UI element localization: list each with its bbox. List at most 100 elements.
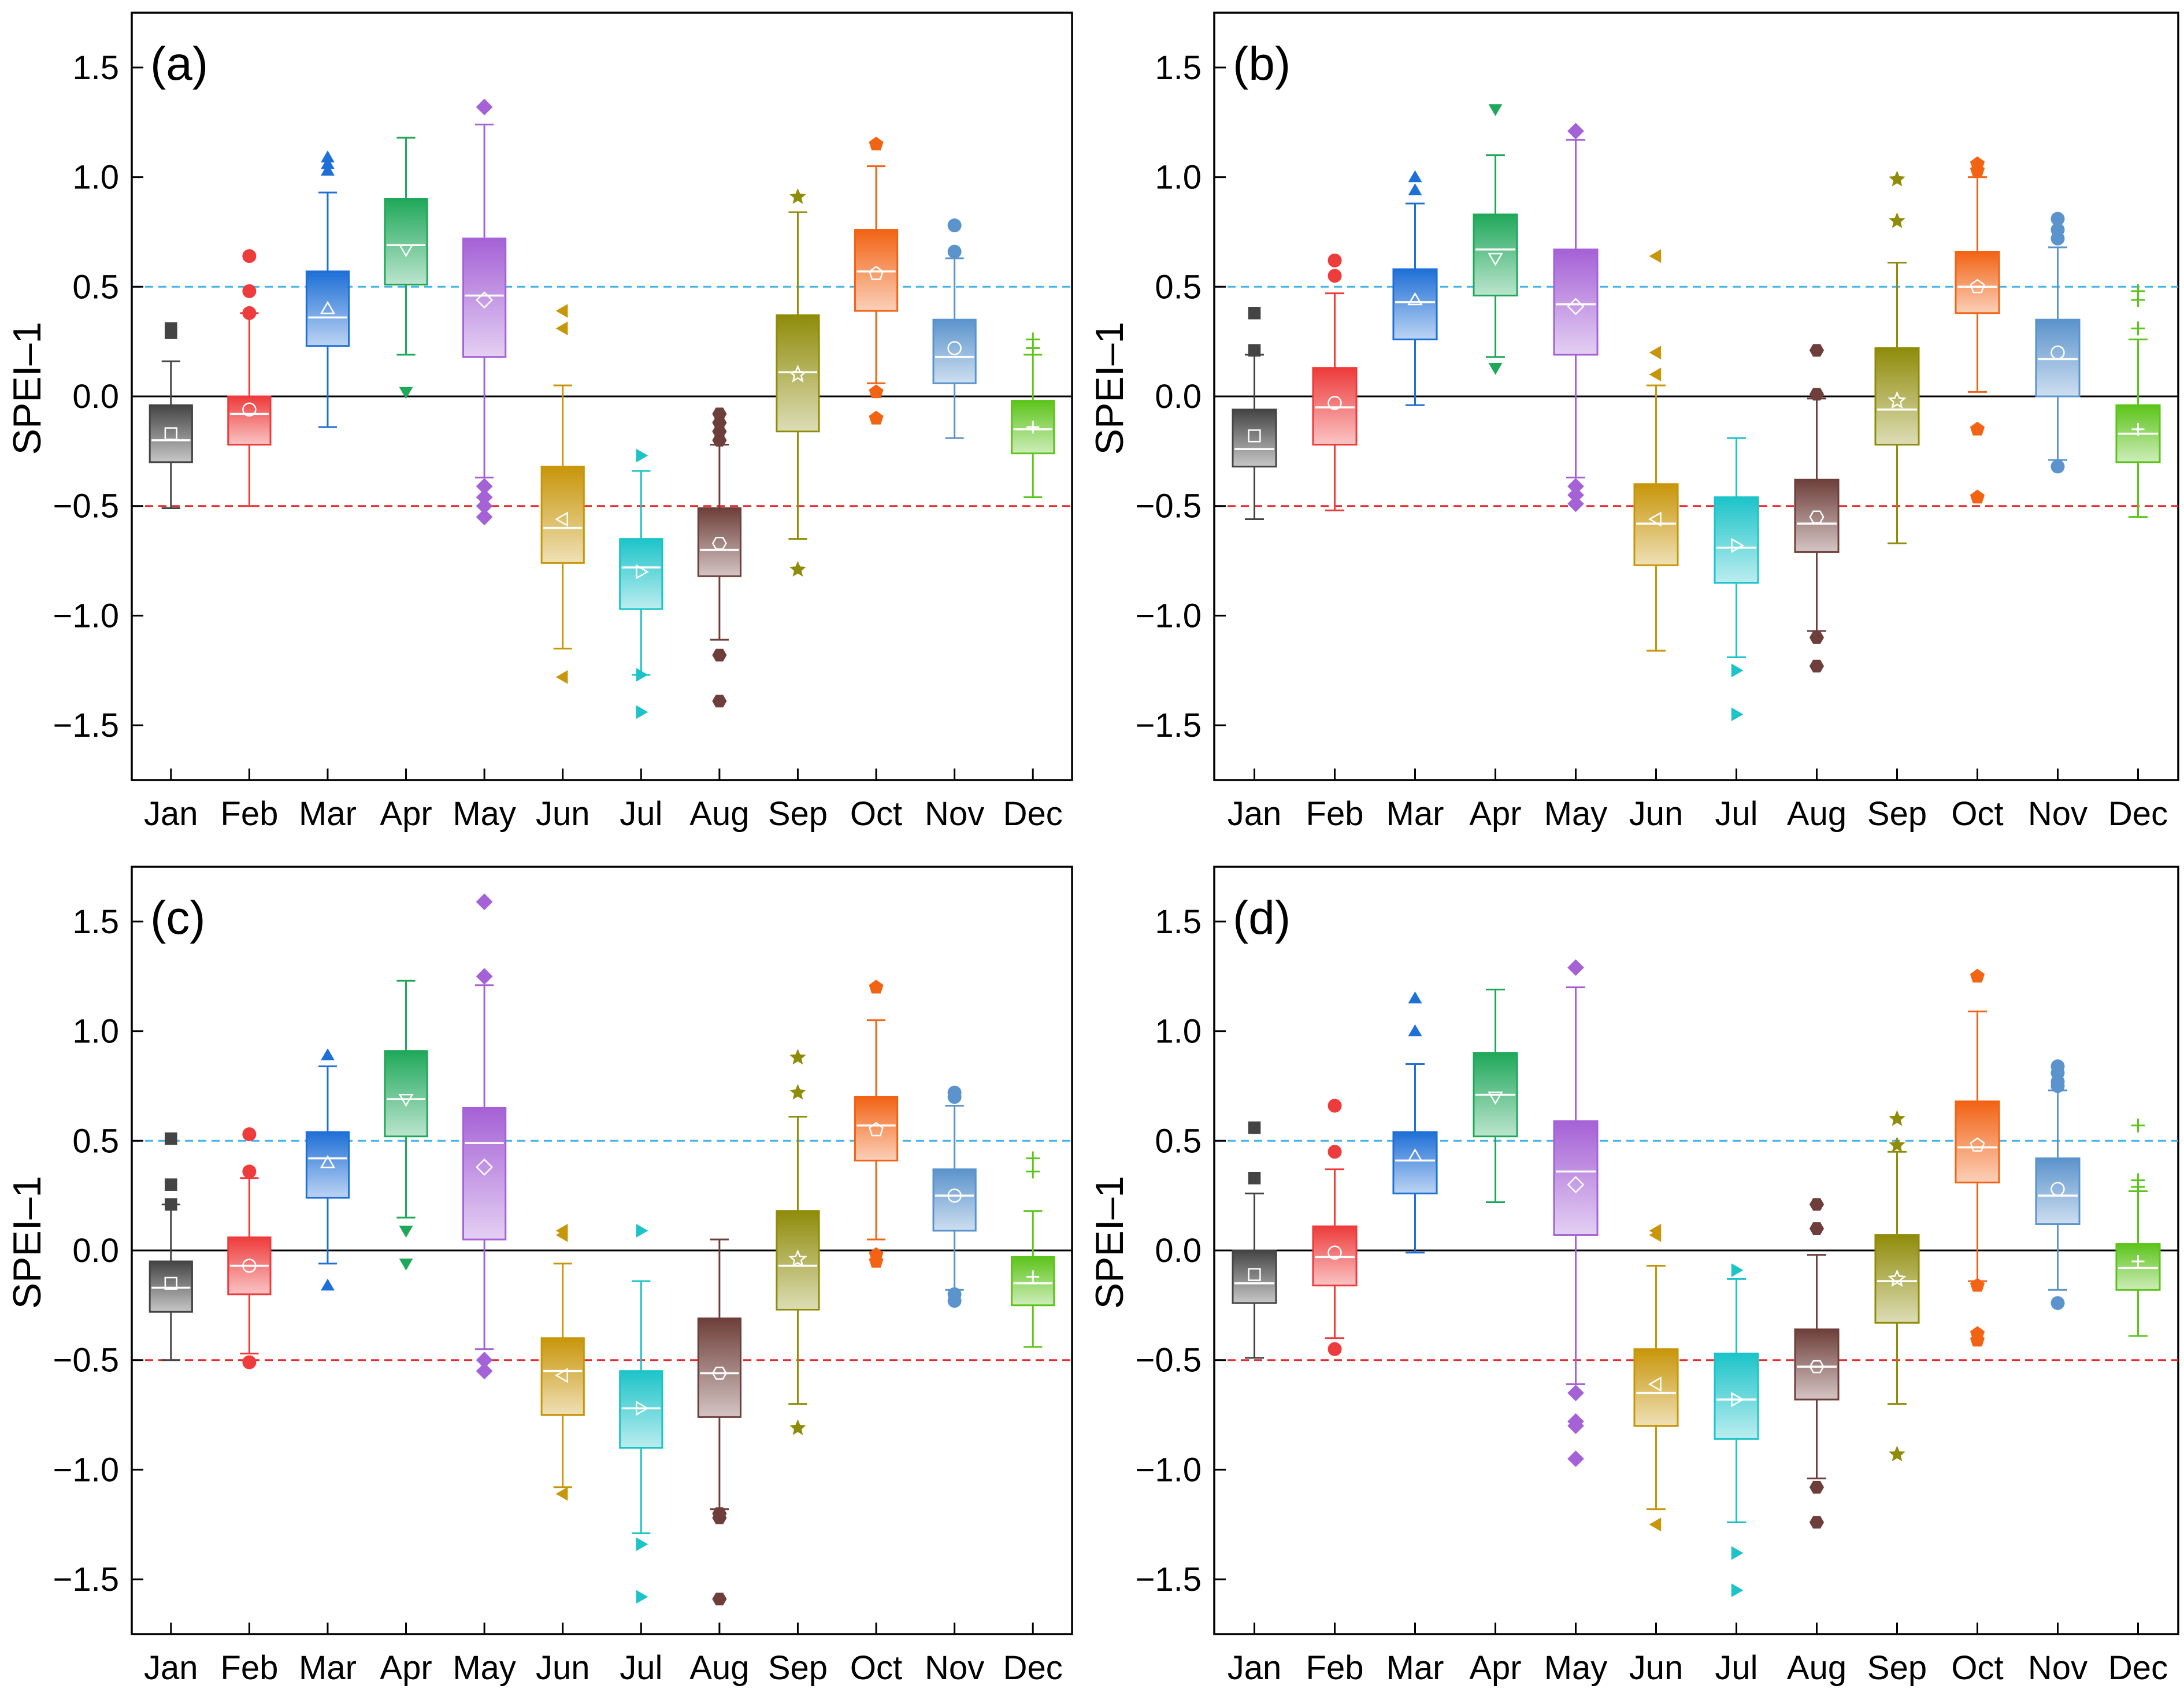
box-nov: Nov: [2028, 1059, 2087, 1687]
outlier-point: [869, 1253, 884, 1268]
box-aug: Aug: [689, 407, 749, 833]
box-jan: Jan: [1228, 1121, 1281, 1687]
box-mar: Mar: [1386, 991, 1444, 1687]
outlier-point: [242, 306, 257, 320]
x-tick-label: Jul: [620, 1649, 662, 1687]
iqr-box: [1874, 347, 1920, 446]
outlier-point: [1809, 388, 1825, 401]
outlier-point: [789, 188, 806, 204]
iqr-box: [1714, 496, 1759, 584]
box-jun: Jun: [1629, 249, 1683, 833]
box-apr: Apr: [1469, 988, 1522, 1687]
outlier-point: [555, 304, 568, 318]
y-tick-label: −1.5: [1136, 1561, 1202, 1598]
x-tick-label: Nov: [2028, 1649, 2087, 1687]
outlier-point: [1567, 123, 1584, 140]
iqr-box: [1312, 1225, 1358, 1287]
x-tick-label: Nov: [2028, 795, 2087, 833]
box-nov: Nov: [925, 1085, 984, 1687]
y-axis-title: SPEI–1: [1088, 322, 1132, 455]
iqr-box: [1553, 1120, 1599, 1236]
outlier-point: [476, 1352, 493, 1369]
y-tick-label: 1.0: [1155, 1013, 1202, 1051]
panel-label: (c): [150, 892, 206, 944]
y-axis-title: SPEI–1: [1088, 1176, 1132, 1309]
x-tick-label: Jul: [1715, 795, 1757, 833]
x-tick-label: Apr: [380, 795, 432, 833]
outlier-point: [1567, 487, 1584, 504]
outlier-point: [1889, 212, 1905, 228]
outlier-point: [164, 1198, 177, 1211]
outlier-point: [1731, 1546, 1744, 1560]
outlier-point: [1328, 1342, 1342, 1356]
iqr-box: [384, 198, 428, 285]
x-tick-label: Dec: [2108, 1649, 2168, 1687]
box-mar: Mar: [299, 1048, 357, 1687]
outlier-point: [1731, 707, 1744, 722]
x-tick-label: Oct: [1951, 1649, 2003, 1687]
outlier-point: [712, 1512, 727, 1524]
box-oct: Oct: [1951, 156, 2004, 833]
x-tick-label: Mar: [299, 1649, 357, 1687]
outlier-point: [947, 1085, 962, 1100]
x-tick-label: Nov: [925, 795, 984, 833]
x-tick-label: Aug: [689, 795, 749, 833]
outlier-point: [164, 1178, 177, 1191]
y-tick-label: 0.5: [72, 268, 119, 306]
iqr-box: [305, 270, 350, 347]
y-tick-label: 1.0: [1155, 159, 1202, 196]
iqr-box: [2035, 1157, 2081, 1225]
box-apr: Apr: [1469, 104, 1522, 833]
iqr-box: [1794, 1328, 1840, 1401]
mean-marker: [788, 365, 807, 383]
iqr-box: [1312, 367, 1358, 446]
x-tick-label: May: [1544, 1649, 1608, 1687]
mean-marker: [320, 1155, 336, 1168]
mean-marker: [1567, 1176, 1585, 1194]
y-tick-label: 1.5: [72, 903, 119, 941]
mean-marker: [476, 1158, 494, 1176]
outlier-point: [242, 1355, 257, 1369]
x-tick-label: Jun: [536, 795, 590, 833]
outlier-point: [1649, 1517, 1662, 1532]
mean-marker: [636, 564, 649, 580]
x-tick-label: May: [453, 1649, 516, 1687]
y-tick-label: 0.5: [1155, 268, 1202, 306]
outlier-point: [1408, 170, 1422, 183]
outlier-point: [712, 695, 727, 708]
box-jul: Jul: [1714, 1263, 1759, 1687]
box-aug: Aug: [1787, 1198, 1846, 1687]
mean-marker: [788, 1249, 807, 1267]
mean-marker: [320, 300, 336, 314]
outlier-point: [555, 670, 568, 684]
outlier-point: [789, 1049, 806, 1065]
outlier-point: [1970, 156, 1985, 170]
x-tick-label: Nov: [925, 1649, 984, 1687]
mean-marker: [398, 244, 414, 258]
mean-marker: [1407, 1148, 1423, 1162]
outlier-point: [869, 979, 884, 994]
box-sep: Sep: [768, 1049, 828, 1687]
outlier-point: [1649, 346, 1662, 360]
outlier-point: [1408, 991, 1422, 1004]
y-axis-title: SPEI–1: [5, 1176, 49, 1309]
outlier-point: [1970, 489, 1985, 504]
mean-marker: [2131, 422, 2145, 436]
mean-marker: [555, 511, 568, 527]
mean-marker: [1488, 253, 1503, 266]
outlier-point: [869, 410, 884, 425]
outlier-point: [1809, 1222, 1825, 1235]
outlier-point: [555, 1487, 568, 1501]
outlier-point: [1328, 253, 1342, 268]
box-oct: Oct: [850, 136, 902, 833]
outlier-point: [869, 384, 884, 399]
outlier-point: [1889, 1110, 1905, 1126]
x-tick-label: Feb: [220, 1649, 278, 1687]
outlier-point: [1328, 1098, 1342, 1113]
outlier-point: [1889, 1136, 1905, 1152]
box-jan: Jan: [144, 322, 198, 833]
x-tick-label: Apr: [1469, 1649, 1521, 1687]
mean-marker: [636, 1401, 649, 1416]
outlier-point: [1970, 1332, 1985, 1347]
iqr-box: [697, 507, 741, 577]
